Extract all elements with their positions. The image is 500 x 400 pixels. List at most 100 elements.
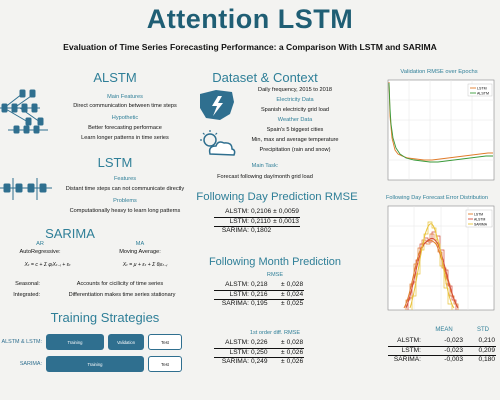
chart1-gridlines xyxy=(388,80,494,180)
chart2-bars-sarima xyxy=(411,221,453,310)
pm-sign: ± xyxy=(280,357,286,367)
weather-line-3: Precipitation (rain and snow) xyxy=(259,147,331,153)
rmse-error: 0,0013 xyxy=(277,216,300,227)
weather-label: Weather Data xyxy=(277,117,313,123)
sarima-ar-text: AutoRegressive: xyxy=(19,249,61,255)
rmse-error: 0,026 xyxy=(285,357,305,367)
sarima-seasonal-label: Seasonal: xyxy=(15,281,40,287)
error-mean: -0,003 xyxy=(422,355,464,365)
dataset-frequency: Daily frequency, 2015 to 2018 xyxy=(258,87,332,93)
chart2-title: Following Day Forecast Error Distributio… xyxy=(386,195,488,201)
poster-title: Attention LSTM xyxy=(146,4,354,34)
lstm-features-text: Distant time steps can not communicate d… xyxy=(65,186,185,192)
error-stats-row: SARIMA: -0,003 0,180 xyxy=(388,355,496,365)
weather-line-1: Spain's 5 biggest cities xyxy=(266,127,324,133)
model-name: ALSTM: xyxy=(225,208,249,215)
alstm-hypothetic-line-2: Learn longer patterns in time series xyxy=(81,135,169,141)
chart1-series-alstm xyxy=(388,82,493,163)
month-rmse-table: ALSTM: 0,218 ±0,028 LSTM: 0,216 ±0,024 SARIM… xyxy=(214,281,305,309)
month-rmse-row: LSTM: 0,216 ±0,024 xyxy=(214,289,305,300)
model-name: SARIMA: xyxy=(214,357,250,367)
poster-subtitle: Evaluation of Time Series Forecasting Pe… xyxy=(63,42,437,52)
rmse-error: 0,0059 xyxy=(278,208,299,215)
month-rmse-row: SARIMA: 0,195 ±0,025 xyxy=(214,299,305,309)
sarima-heading: SARIMA xyxy=(45,226,95,241)
chart2-svg: LSTM ALSTM SARIMA xyxy=(387,205,495,311)
chart1-title: Validation RMSE over Epochs xyxy=(400,69,478,75)
day-rmse-heading: Following Day Prediction RMSE xyxy=(196,191,358,203)
pm-sign: ± xyxy=(272,216,278,227)
sarima-ma-label: MA xyxy=(135,241,145,247)
model-name: SARIMA: xyxy=(214,299,250,309)
chart2-legend-sarima: SARIMA xyxy=(474,223,488,227)
rmse-value: 0,195 xyxy=(250,299,280,309)
rmse-value: 0,2106 xyxy=(251,208,272,215)
chart1-legend: LSTM ALSTM xyxy=(467,83,493,97)
model-name: LSTM: xyxy=(214,216,250,227)
chart1-legend-lstm: LSTM xyxy=(477,87,487,91)
lstm-features-label: Features xyxy=(113,176,137,182)
rmse-value: 0,218 xyxy=(251,281,268,288)
training-split-training: Training xyxy=(46,334,104,350)
sarima-ar-label: AR xyxy=(36,241,44,247)
pm-sign: ± xyxy=(273,208,277,215)
sarima-split-training: Training xyxy=(46,356,144,372)
model-name: LSTM: xyxy=(388,345,422,356)
alstm-network-icon xyxy=(0,89,48,134)
main-task-text: Forecast following day/month grid load xyxy=(217,174,313,180)
sarima-integrated-label: Integrated: xyxy=(13,292,40,298)
sarima-integrated-text: Differentiation makes time series statio… xyxy=(68,292,176,298)
diff-rmse-table: ALSTM: 0,226 ±0,028 LSTM: 0,250 ±0,026 SARIM… xyxy=(214,339,305,367)
day-rmse-row: SARIMA: 0,1802 xyxy=(214,226,300,236)
chart2-kde-sarima xyxy=(409,223,455,309)
pm-sign: ± xyxy=(281,339,285,346)
sarima-seasonal-text: Accounts for cicilicity of time series xyxy=(76,281,164,287)
alstm-hypothetic-label: Hypothetic xyxy=(111,115,139,121)
weather-line-2: Min, max and average temperature xyxy=(251,137,339,143)
electricity-label: Electricity Data xyxy=(276,97,314,103)
error-std: 0,209 xyxy=(464,345,496,356)
model-name: ALSTM: xyxy=(225,339,249,346)
error-stats-row: ALSTM: -0,023 0,210 xyxy=(388,337,496,346)
month-pred-heading: Following Month Prediction xyxy=(208,256,342,268)
rmse-error: 0,026 xyxy=(285,347,305,358)
error-col-std: STD xyxy=(477,327,489,333)
weather-cloud-icon xyxy=(200,130,236,156)
pm-sign: ± xyxy=(280,289,286,300)
rmse-value: 0,249 xyxy=(250,357,280,367)
pm-sign xyxy=(272,226,278,236)
error-std: 0,210 xyxy=(478,337,495,344)
training-heading: Training Strategies xyxy=(50,310,160,325)
lstm-problems-label: Problems xyxy=(113,198,137,204)
rmse-error: 0,024 xyxy=(285,289,305,300)
model-name: ALSTM: xyxy=(397,337,421,344)
model-name: LSTM: xyxy=(214,289,250,300)
error-mean: -0,023 xyxy=(422,345,464,356)
rmse-value: 0,216 xyxy=(250,289,280,300)
chart1-plot-area xyxy=(387,79,495,181)
lstm-heading: LSTM xyxy=(97,155,133,170)
chart2-kde-alstm xyxy=(405,237,459,309)
day-rmse-row: ALSTM: 0,2106 ±0,0059 xyxy=(214,208,300,217)
lstm-chain-icon xyxy=(0,178,52,200)
model-name: LSTM: xyxy=(214,347,250,358)
training-row1-label: ALSTM & LSTM: xyxy=(1,339,42,345)
chart1-series-lstm xyxy=(388,81,493,161)
chart2-legend: LSTM ALSTM SARIMA xyxy=(465,209,493,228)
pm-sign: ± xyxy=(280,347,286,358)
alstm-main-features-label: Main Features xyxy=(107,94,143,100)
error-col-mean: MEAN xyxy=(435,327,453,333)
rmse-error: 0,025 xyxy=(285,299,305,309)
sarima-split-test: Test xyxy=(148,356,182,372)
error-stats-table: ALSTM: -0,023 0,210 LSTM: -0,023 0,209 SARIM… xyxy=(388,337,496,365)
chart2-legend-alstm: ALSTM xyxy=(474,218,485,222)
alstm-hypothetic-line-1: Better forecasting performace xyxy=(88,125,162,131)
diff-rmse-row: LSTM: 0,250 ±0,026 xyxy=(214,347,305,358)
chart1-svg: LSTM ALSTM xyxy=(387,79,495,181)
error-mean: -0,023 xyxy=(444,337,463,344)
rmse-value: 0,2110 xyxy=(250,216,273,227)
error-stats-row: LSTM: -0,023 0,209 xyxy=(388,345,496,356)
chart2-kde-lstm xyxy=(403,239,459,309)
training-split-test: Test xyxy=(148,334,182,350)
rmse-value: 0,226 xyxy=(251,339,268,346)
